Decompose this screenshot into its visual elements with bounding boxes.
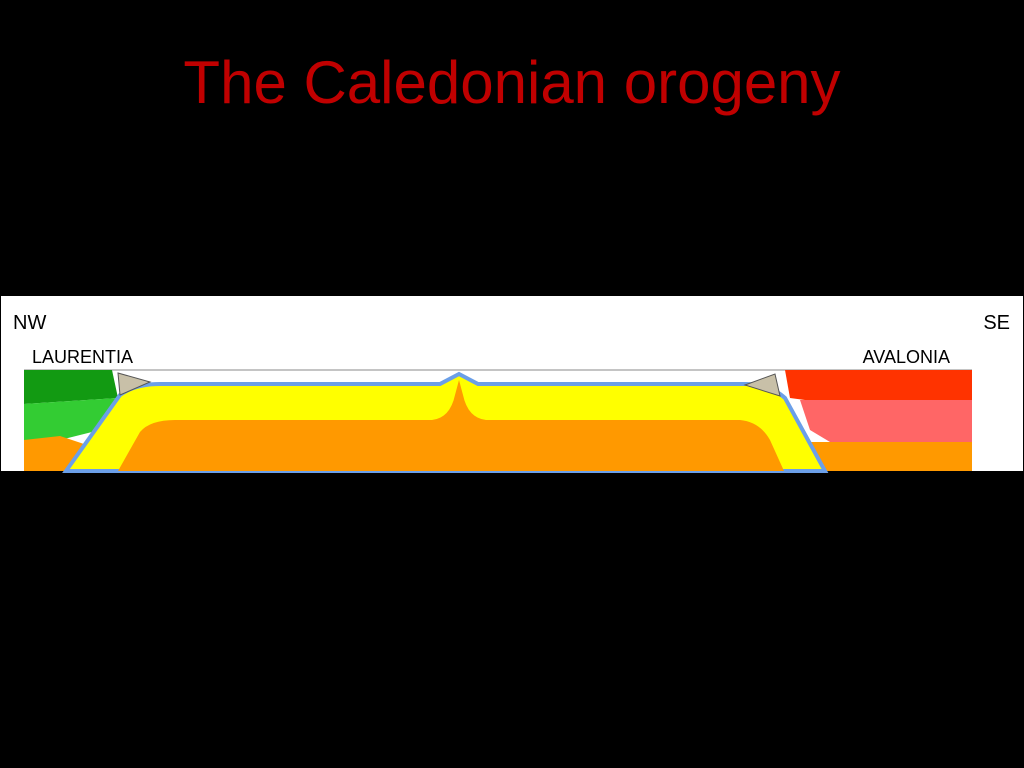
direction-label: NW bbox=[13, 312, 46, 334]
mantle bbox=[118, 380, 784, 471]
slide-title: The Caledonian orogeny bbox=[183, 49, 841, 116]
avalonia-lower bbox=[810, 442, 972, 471]
avalonia-upper bbox=[785, 370, 972, 402]
direction-label: SE bbox=[983, 312, 1010, 334]
laurentia-upper bbox=[24, 370, 118, 404]
avalonia-middle bbox=[800, 400, 972, 442]
continent-label: AVALONIA bbox=[863, 347, 950, 367]
sediment-wedge bbox=[117, 372, 781, 397]
continent-label: LAURENTIA bbox=[32, 347, 133, 367]
